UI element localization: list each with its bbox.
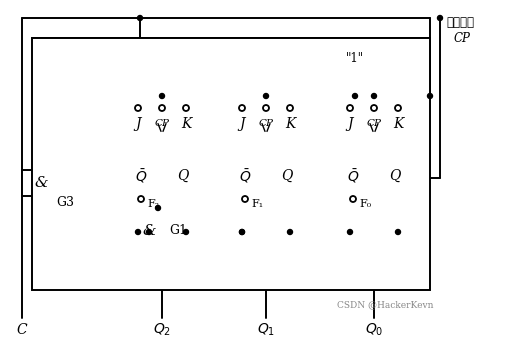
Circle shape — [428, 94, 432, 98]
Bar — [232, 108, 300, 196]
Bar — [22, 170, 60, 196]
Text: F₂: F₂ — [147, 199, 159, 209]
Bar — [32, 38, 430, 290]
Text: &: & — [142, 224, 156, 238]
Text: CP: CP — [453, 32, 470, 45]
Circle shape — [240, 229, 245, 235]
Text: CP: CP — [366, 119, 381, 128]
Circle shape — [395, 105, 401, 111]
Circle shape — [353, 94, 358, 98]
Circle shape — [156, 206, 160, 211]
Circle shape — [138, 196, 144, 202]
Circle shape — [347, 229, 353, 235]
Text: J: J — [239, 117, 245, 131]
Circle shape — [242, 196, 248, 202]
Circle shape — [159, 105, 165, 111]
Text: Q: Q — [177, 169, 189, 183]
Text: Q: Q — [389, 169, 401, 183]
Circle shape — [183, 105, 189, 111]
Text: &: & — [34, 176, 48, 190]
Circle shape — [239, 105, 245, 111]
Bar — [130, 218, 168, 244]
Text: C: C — [16, 323, 27, 337]
Text: 计数脉冲: 计数脉冲 — [446, 16, 474, 29]
Text: K: K — [285, 117, 295, 131]
Circle shape — [437, 16, 443, 21]
Bar — [128, 108, 196, 196]
Circle shape — [371, 105, 377, 111]
Circle shape — [159, 94, 164, 98]
Text: J: J — [347, 117, 353, 131]
Circle shape — [395, 229, 400, 235]
Circle shape — [240, 229, 245, 235]
Text: CP: CP — [155, 119, 170, 128]
Text: $\bar{Q}$: $\bar{Q}$ — [347, 167, 359, 185]
Circle shape — [146, 229, 152, 235]
Circle shape — [347, 105, 353, 111]
Text: $\bar{Q}$: $\bar{Q}$ — [239, 167, 251, 185]
Text: K: K — [393, 117, 403, 131]
Circle shape — [350, 196, 356, 202]
Text: F₀: F₀ — [359, 199, 371, 209]
Circle shape — [183, 229, 189, 235]
Bar — [340, 108, 408, 196]
Circle shape — [287, 229, 292, 235]
Text: "1": "1" — [346, 52, 364, 64]
Text: G1: G1 — [169, 224, 187, 237]
Text: K: K — [181, 117, 191, 131]
Circle shape — [263, 105, 269, 111]
Circle shape — [287, 105, 293, 111]
Circle shape — [136, 229, 140, 235]
Text: CSDN @HackerKevn: CSDN @HackerKevn — [337, 301, 433, 309]
Text: $\bar{Q}$: $\bar{Q}$ — [135, 167, 147, 185]
Text: Q: Q — [281, 169, 292, 183]
Text: F₁: F₁ — [251, 199, 263, 209]
Text: CP: CP — [259, 119, 273, 128]
Text: G3: G3 — [56, 196, 74, 208]
Circle shape — [135, 105, 141, 111]
Text: $Q_0$: $Q_0$ — [365, 322, 383, 338]
Circle shape — [372, 94, 376, 98]
Circle shape — [264, 94, 268, 98]
Text: J: J — [135, 117, 141, 131]
Text: $Q_1$: $Q_1$ — [257, 322, 275, 338]
Text: $Q_2$: $Q_2$ — [153, 322, 171, 338]
Circle shape — [138, 16, 142, 21]
